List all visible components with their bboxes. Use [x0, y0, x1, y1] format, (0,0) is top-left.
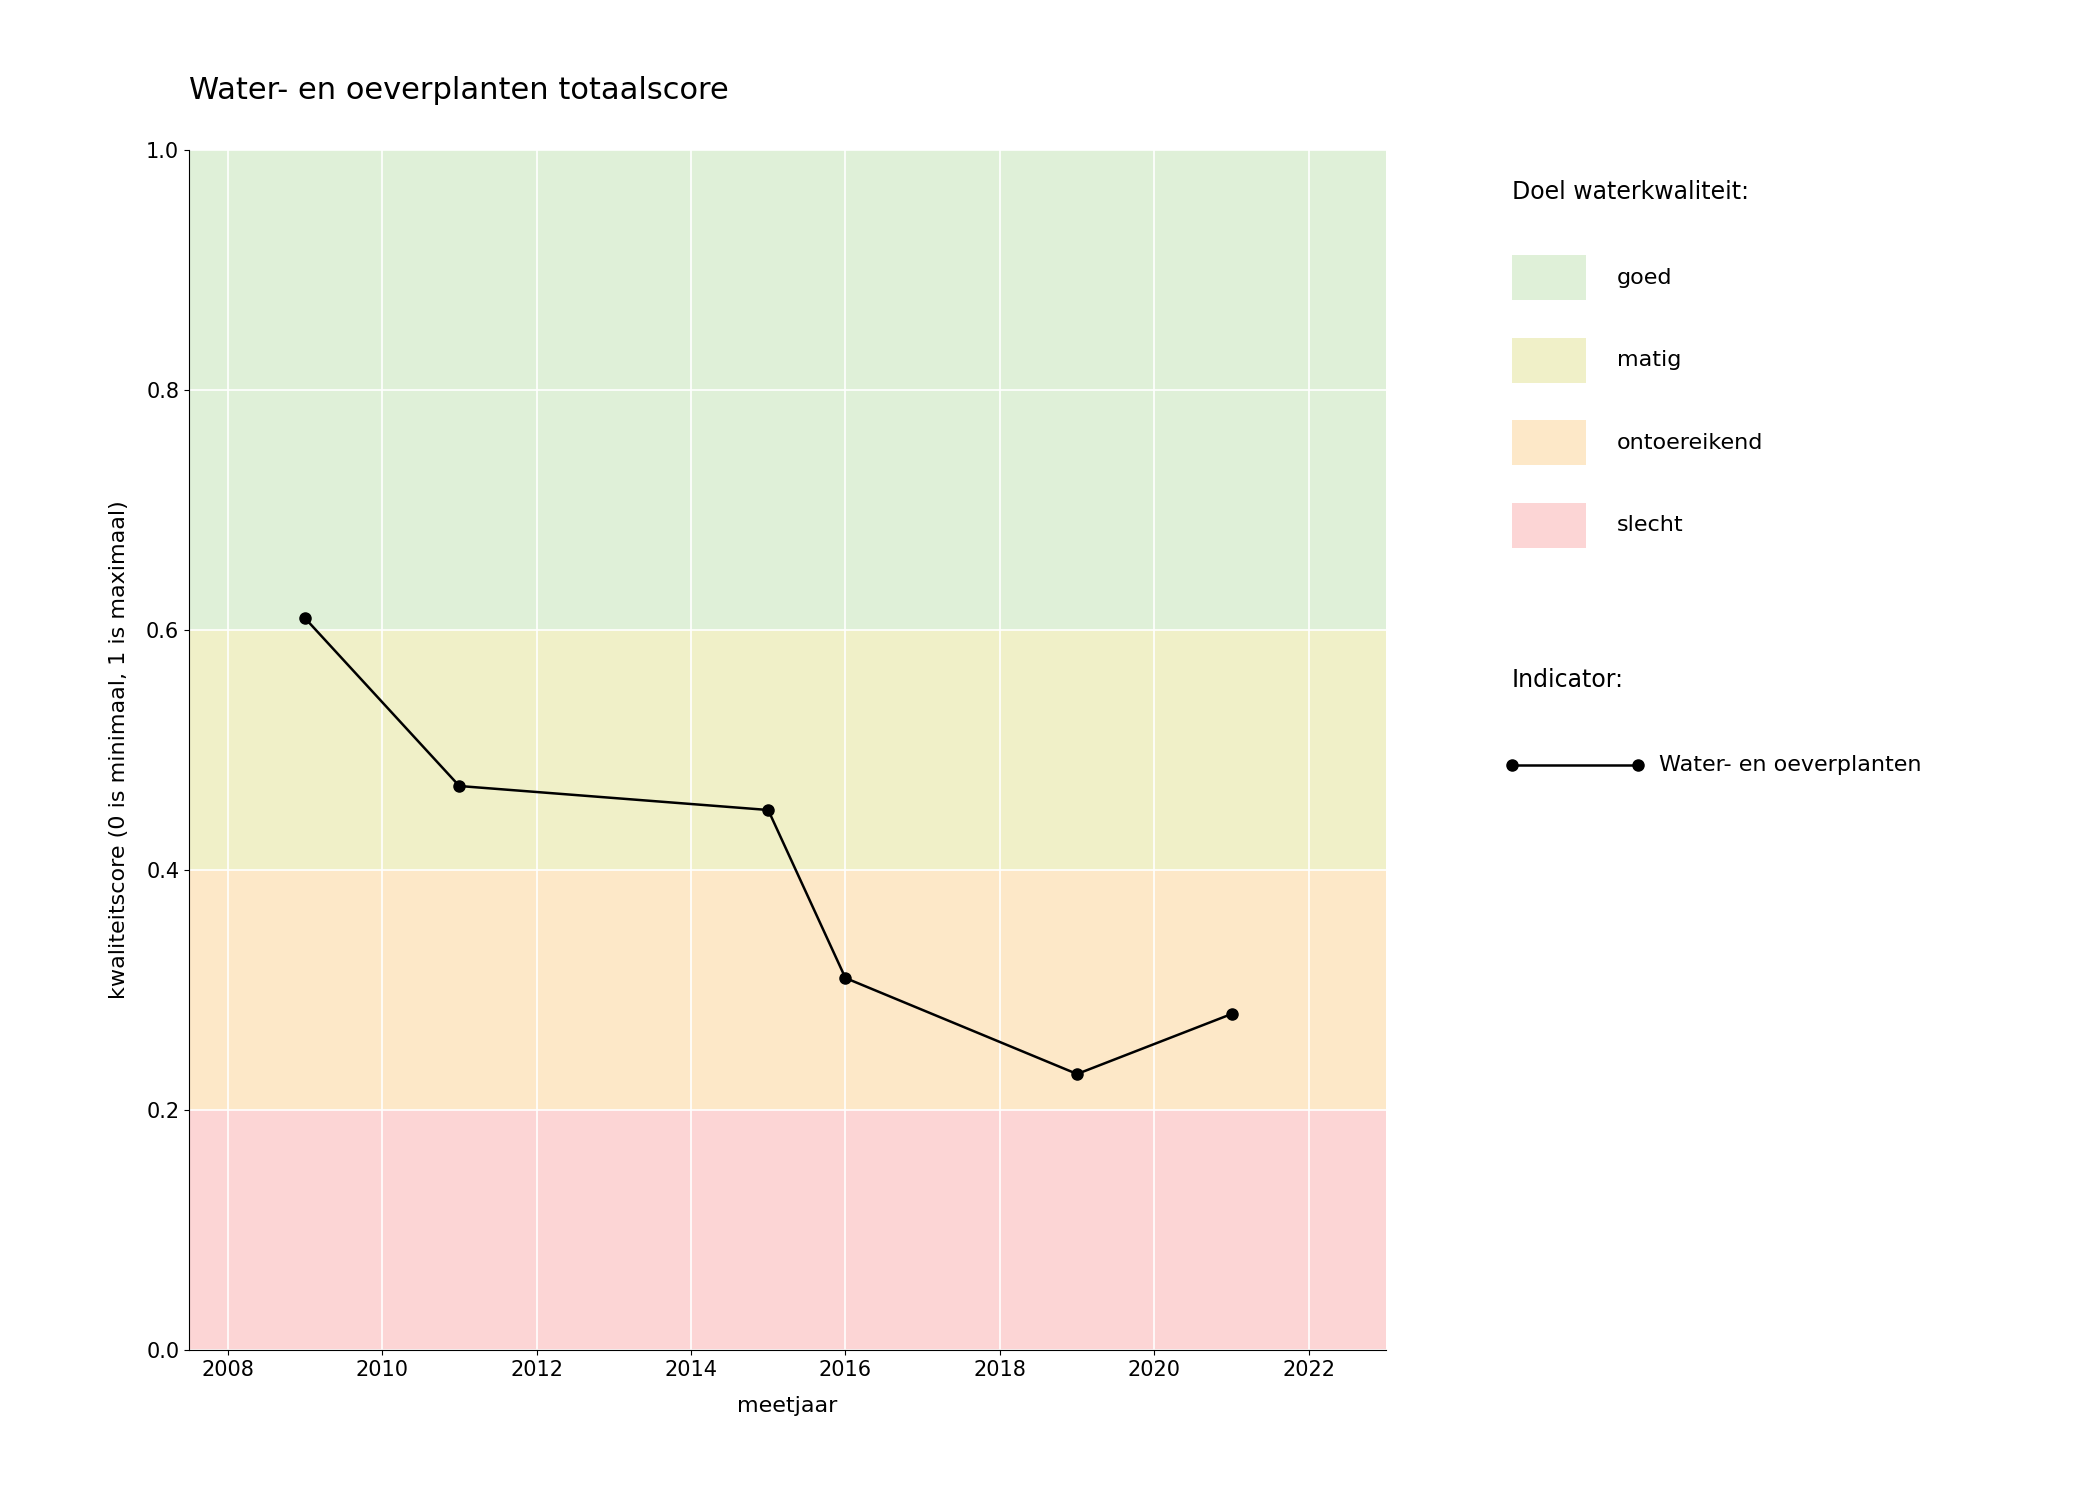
Text: Doel waterkwaliteit:: Doel waterkwaliteit:: [1512, 180, 1749, 204]
X-axis label: meetjaar: meetjaar: [737, 1396, 838, 1416]
Bar: [189, 150, 1386, 630]
Bar: [189, 1110, 1386, 1350]
Text: Water- en oeverplanten totaalscore: Water- en oeverplanten totaalscore: [189, 76, 729, 105]
Bar: [189, 870, 1386, 1110]
Y-axis label: kwaliteitscore (0 is minimaal, 1 is maximaal): kwaliteitscore (0 is minimaal, 1 is maxi…: [109, 501, 130, 999]
Text: matig: matig: [1617, 350, 1682, 370]
Text: slecht: slecht: [1617, 514, 1684, 535]
Text: goed: goed: [1617, 267, 1672, 288]
Text: Water- en oeverplanten: Water- en oeverplanten: [1659, 754, 1922, 776]
Text: ontoereikend: ontoereikend: [1617, 432, 1764, 453]
Bar: [189, 630, 1386, 870]
Text: Indicator:: Indicator:: [1512, 668, 1623, 692]
